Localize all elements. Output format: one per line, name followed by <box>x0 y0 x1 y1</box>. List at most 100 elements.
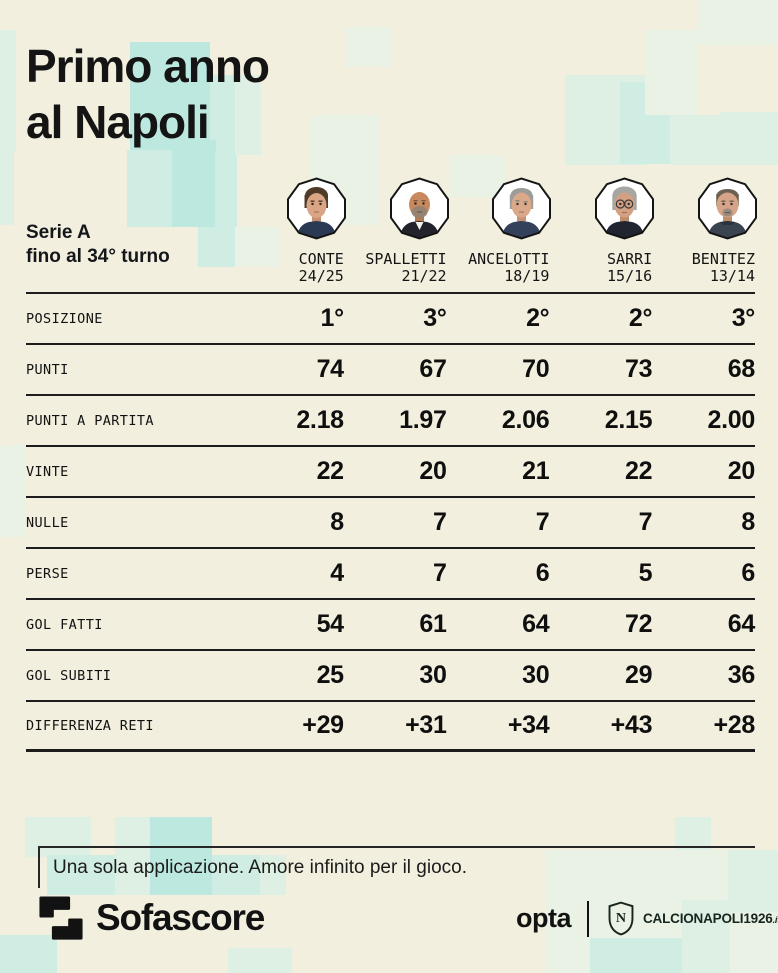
stat-value: 6 <box>535 559 550 587</box>
stat-value: 8 <box>330 508 344 536</box>
stat-value: 7 <box>432 559 447 587</box>
stat-value: 64 <box>727 610 756 638</box>
manager-column-spalletti: SPALLETTI 21/22 <box>344 177 449 289</box>
stat-value: +43 <box>610 711 653 739</box>
stat-value: 7 <box>638 508 653 536</box>
stat-row-vinte: VINTE 22 20 21 22 20 <box>26 445 755 496</box>
stat-value: 2.00 <box>707 406 756 434</box>
stat-value: +31 <box>405 711 447 739</box>
manager-season: 24/25 <box>298 267 344 285</box>
manager-name: BENITEZ <box>691 250 755 268</box>
spalletti-portrait-icon <box>389 177 449 240</box>
stat-value: 22 <box>624 457 653 485</box>
stat-row-perse: PERSE 4 7 6 5 6 <box>26 547 755 598</box>
stat-value: 20 <box>727 457 756 485</box>
stat-row-punti: PUNTI 74 67 70 73 68 <box>26 343 755 394</box>
competition-label: Serie A fino al 34° turno <box>26 221 241 289</box>
stat-value: 20 <box>419 457 447 485</box>
tagline-text: Una sola applicazione. Amore infinito pe… <box>53 857 468 878</box>
manager-name: CONTE <box>298 250 344 268</box>
title-line2: al Napoli <box>26 96 210 148</box>
competition-line1: Serie A <box>26 222 91 243</box>
stat-value: 68 <box>727 355 756 383</box>
stat-value: 67 <box>419 355 447 383</box>
stat-row-punti-a-partita: PUNTI A PARTITA 2.18 1.97 2.06 2.15 2.00 <box>26 394 755 445</box>
stat-value: 5 <box>638 559 653 587</box>
table-header: Serie A fino al 34° turno <box>26 177 757 289</box>
avatar-ancelotti <box>490 177 553 240</box>
manager-name: SPALLETTI <box>365 250 447 268</box>
stat-value: 29 <box>624 661 653 689</box>
stat-label: PUNTI <box>26 361 69 378</box>
manager-column-sarri: SARRI 15/16 <box>549 177 655 289</box>
stat-value: 1° <box>320 304 344 332</box>
manager-season: 21/22 <box>401 267 447 285</box>
stat-value: 21 <box>522 457 550 485</box>
stat-value: 6 <box>741 559 755 587</box>
stat-value: 2° <box>526 304 550 332</box>
stat-label: NULLE <box>26 514 69 531</box>
stat-row-gol-fatti: GOL FATTI 54 61 64 72 64 <box>26 598 755 649</box>
stat-value: 64 <box>522 610 550 638</box>
stat-label: GOL SUBITI <box>26 667 112 684</box>
stat-value: 2.18 <box>296 406 344 434</box>
stat-value: +29 <box>302 711 344 739</box>
stat-value: 7 <box>535 508 550 536</box>
avatar-benitez <box>696 177 759 240</box>
manager-column-conte: CONTE 24/25 <box>241 177 346 289</box>
sarri-portrait-icon <box>595 177 655 240</box>
stat-label: DIFFERENZA RETI <box>26 717 154 734</box>
manager-name: SARRI <box>607 250 653 268</box>
stat-label: VINTE <box>26 463 69 480</box>
stat-value: 1.97 <box>399 406 447 434</box>
stat-label: POSIZIONE <box>26 310 103 327</box>
conte-portrait-icon <box>286 177 346 240</box>
stat-row-gol-subiti: GOL SUBITI 25 30 30 29 36 <box>26 649 755 700</box>
manager-column-ancelotti: ANCELOTTI 18/19 <box>447 177 553 289</box>
tagline: Una sola applicazione. Amore infinito pe… <box>38 846 755 888</box>
stat-value: 2° <box>628 304 653 332</box>
stat-value: 3° <box>423 304 447 332</box>
manager-season: 15/16 <box>607 267 653 285</box>
stat-value: 72 <box>624 610 653 638</box>
ancelotti-portrait-icon <box>492 177 552 240</box>
stat-value: 73 <box>624 355 653 383</box>
competition-line2: fino al 34° turno <box>26 246 170 267</box>
manager-column-benitez: BENITEZ 13/14 <box>652 177 757 289</box>
stats-table: POSIZIONE 1° 3° 2° 2° 3° PUNTI 74 67 70 … <box>26 292 755 752</box>
stat-value: 3° <box>731 304 756 332</box>
avatar-sarri <box>593 177 656 240</box>
stat-label: PERSE <box>26 565 69 582</box>
stat-label: PUNTI A PARTITA <box>26 412 154 429</box>
stat-value: +34 <box>507 711 550 739</box>
stat-value: +28 <box>713 711 755 739</box>
avatar-spalletti <box>388 177 451 240</box>
stat-row-posizione: POSIZIONE 1° 3° 2° 2° 3° <box>26 292 755 343</box>
stat-value: 25 <box>316 661 345 689</box>
benitez-portrait-icon <box>698 177 757 240</box>
avatar-conte <box>285 177 348 240</box>
stat-value: 54 <box>316 610 345 638</box>
page-title: Primo anno al Napoli <box>26 38 270 150</box>
stat-value: 30 <box>522 661 550 689</box>
stat-row-nulle: NULLE 8 7 7 7 8 <box>26 496 755 547</box>
stat-value: 30 <box>419 661 447 689</box>
stat-value: 74 <box>316 355 345 383</box>
stat-value: 2.15 <box>604 406 653 434</box>
stat-value: 70 <box>522 355 550 383</box>
stat-value: 4 <box>330 559 344 587</box>
stat-value: 7 <box>432 508 447 536</box>
stat-row-differenza-reti: DIFFERENZA RETI +29 +31 +34 +43 +28 <box>26 700 755 752</box>
stat-value: 8 <box>741 508 755 536</box>
stat-value: 61 <box>419 610 447 638</box>
title-line1: Primo anno <box>26 40 270 92</box>
stat-value: 22 <box>316 457 345 485</box>
stat-label: GOL FATTI <box>26 616 103 633</box>
manager-season: 18/19 <box>504 267 550 285</box>
stat-value: 2.06 <box>501 406 550 434</box>
manager-season: 13/14 <box>709 267 755 285</box>
stat-value: 36 <box>727 661 756 689</box>
manager-name: ANCELOTTI <box>468 250 550 268</box>
